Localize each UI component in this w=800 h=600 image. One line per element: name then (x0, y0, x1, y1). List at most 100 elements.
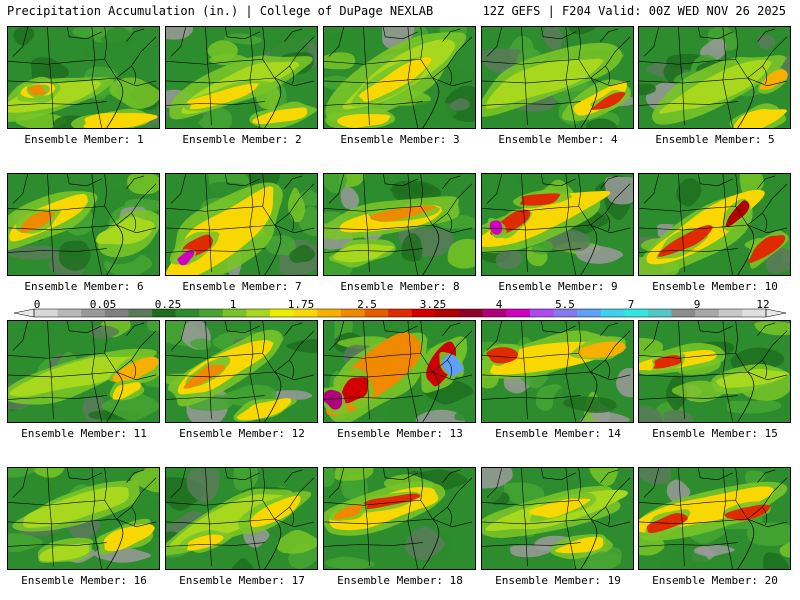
colorbar-segment (34, 309, 58, 317)
ensemble-member-map (481, 26, 634, 129)
precip-map-graphic (166, 321, 317, 422)
colorbar-segment (553, 309, 578, 317)
colorbar-low-arrow (14, 308, 35, 318)
colorbar-segment (293, 309, 318, 317)
colorbar-tick-label: 2.5 (357, 298, 377, 311)
colorbar-segment (128, 309, 153, 317)
colorbar-segment (506, 309, 531, 317)
ensemble-member-map (323, 26, 476, 129)
colorbar-segment (600, 309, 625, 317)
ensemble-member-label: Ensemble Member: 1 (24, 133, 144, 146)
precip-map-graphic (8, 468, 159, 569)
colorbar-segment (624, 309, 649, 317)
precip-map-graphic (324, 27, 475, 128)
colorbar-tick-label: 12 (756, 298, 770, 311)
ensemble-member-map (7, 173, 160, 276)
ensemble-member-label: Ensemble Member: 17 (179, 574, 305, 587)
colorbar-segment (246, 309, 271, 317)
ensemble-member-label: Ensemble Member: 8 (340, 280, 460, 293)
precip-map-graphic (166, 468, 317, 569)
ensemble-member-map (165, 173, 318, 276)
colorbar-segment (317, 309, 342, 317)
ensemble-member-map (165, 26, 318, 129)
ensemble-member-label: Ensemble Member: 5 (655, 133, 775, 146)
precip-map-graphic (639, 27, 790, 128)
precip-map-graphic (8, 321, 159, 422)
precip-map-graphic (482, 27, 633, 128)
ensemble-member-label: Ensemble Member: 7 (182, 280, 302, 293)
precip-map-graphic (166, 174, 317, 275)
ensemble-member-label: Ensemble Member: 13 (337, 427, 463, 440)
ensemble-member-label: Ensemble Member: 19 (495, 574, 621, 587)
precip-map-graphic (324, 174, 475, 275)
ensemble-member-label: Ensemble Member: 3 (340, 133, 460, 146)
ensemble-member-label: Ensemble Member: 18 (337, 574, 463, 587)
ensemble-member-map (481, 467, 634, 570)
ensemble-member-label: Ensemble Member: 2 (182, 133, 302, 146)
precip-map-graphic (482, 468, 633, 569)
colorbar-segment (742, 309, 767, 317)
precipitation-colorbar (14, 308, 786, 318)
colorbar-tick-label: 1 (229, 298, 237, 311)
ensemble-member-map (323, 173, 476, 276)
colorbar-tick-label: 1.75 (287, 298, 315, 311)
ensemble-member-map (323, 467, 476, 570)
precip-map-graphic (482, 321, 633, 422)
ensemble-member-label: Ensemble Member: 14 (495, 427, 621, 440)
precip-map-graphic (8, 27, 159, 128)
colorbar-segment (718, 309, 743, 317)
colorbar-segment (529, 309, 554, 317)
colorbar-tick-label: 0.25 (154, 298, 182, 311)
model-run-info: 12Z GEFS | F204 Valid: 00Z WED NOV 26 20… (482, 4, 786, 18)
ensemble-member-map (481, 320, 634, 423)
ensemble-member-label: Ensemble Member: 4 (498, 133, 618, 146)
colorbar-tick-label: 0.05 (89, 298, 117, 311)
ensemble-member-map (165, 467, 318, 570)
ensemble-member-label: Ensemble Member: 9 (498, 280, 618, 293)
colorbar-tick-label: 9 (693, 298, 701, 311)
colorbar-segment (57, 309, 82, 317)
colorbar-segment (199, 309, 224, 317)
colorbar-segment (482, 309, 507, 317)
colorbar-segment (104, 309, 129, 317)
precip-map-graphic (166, 27, 317, 128)
ensemble-member-map (165, 320, 318, 423)
precip-map-graphic (639, 174, 790, 275)
ensemble-member-label: Ensemble Member: 10 (652, 280, 778, 293)
colorbar-segment (388, 309, 413, 317)
colorbar-segment (175, 309, 200, 317)
colorbar-segment (364, 309, 389, 317)
ensemble-member-label: Ensemble Member: 6 (24, 280, 144, 293)
ensemble-member-map (7, 320, 160, 423)
colorbar-tick-label: 5.5 (555, 298, 575, 311)
ensemble-member-label: Ensemble Member: 12 (179, 427, 305, 440)
colorbar-segment (695, 309, 720, 317)
ensemble-member-label: Ensemble Member: 11 (21, 427, 147, 440)
ensemble-member-label: Ensemble Member: 20 (652, 574, 778, 587)
colorbar-segment (435, 309, 460, 317)
ensemble-member-map (638, 173, 791, 276)
ensemble-member-map (7, 467, 160, 570)
ensemble-member-map (7, 26, 160, 129)
ensemble-member-label: Ensemble Member: 16 (21, 574, 147, 587)
colorbar-segment (270, 309, 295, 317)
colorbar-segment (647, 309, 672, 317)
colorbar-tick-label: 7 (627, 298, 635, 311)
colorbar-tick-label: 0 (33, 298, 41, 311)
colorbar-segment (222, 309, 247, 317)
precip-map-graphic (324, 468, 475, 569)
ensemble-member-label: Ensemble Member: 15 (652, 427, 778, 440)
precip-map-graphic (482, 174, 633, 275)
ensemble-member-map (638, 467, 791, 570)
colorbar-segment (81, 309, 106, 317)
colorbar-segment (152, 309, 176, 317)
precip-map-graphic (8, 174, 159, 275)
colorbar-segment (411, 309, 436, 317)
precip-map-graphic (639, 468, 790, 569)
ensemble-member-map (323, 320, 476, 423)
colorbar-segment (671, 309, 696, 317)
ensemble-member-map (481, 173, 634, 276)
colorbar-tick-label: 4 (495, 298, 503, 311)
colorbar-segment (459, 309, 483, 317)
ensemble-member-map (638, 26, 791, 129)
